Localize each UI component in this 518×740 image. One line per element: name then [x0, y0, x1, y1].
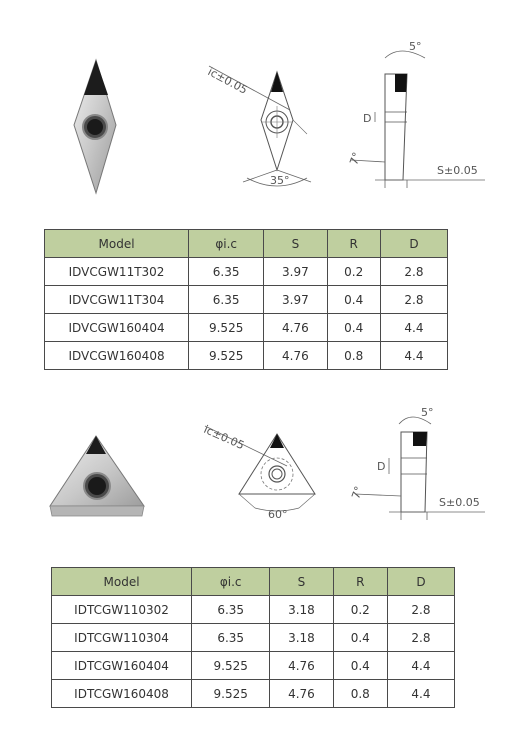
s-cell: 3.18	[269, 623, 334, 652]
ic-cell: 9.525	[188, 313, 265, 342]
ic-cell: 9.525	[191, 679, 271, 708]
model-cell: IDVCGW11T302	[43, 257, 190, 286]
vcgw-insert-photo	[60, 55, 130, 200]
tcgw-s-label: S±0.05	[439, 496, 480, 509]
vcgw-angle-label: 35°	[270, 174, 290, 187]
r-cell: 0.8	[326, 341, 381, 370]
model-cell: IDVCGW11T304	[43, 285, 190, 314]
d-cell: 2.8	[386, 623, 456, 652]
s-cell: 4.76	[263, 341, 328, 370]
table-row: IDVCGW160404 9.525 4.76 0.4 4.4	[43, 313, 449, 342]
tcgw-top-view-drawing: ic±0.05 60°	[195, 422, 325, 522]
model-cell: IDTCGW110304	[50, 623, 193, 652]
tcgw-relief-label: 7°	[349, 485, 365, 501]
tcgw-insert-photo	[44, 432, 154, 522]
model-cell: IDTCGW160404	[50, 651, 193, 680]
ic-cell: 6.35	[191, 595, 271, 624]
d-cell: 4.4	[379, 341, 449, 370]
s-cell: 4.76	[269, 679, 334, 708]
column-header-model: Model	[50, 567, 193, 596]
column-header-ic: φi.c	[188, 229, 265, 258]
ic-cell: 6.35	[188, 285, 265, 314]
column-header-s: S	[263, 229, 328, 258]
column-header-d: D	[379, 229, 449, 258]
r-cell: 0.4	[332, 651, 388, 680]
model-cell: IDTCGW160408	[50, 679, 193, 708]
d-cell: 2.8	[379, 257, 449, 286]
column-header-r: R	[332, 567, 388, 596]
r-cell: 0.2	[326, 257, 381, 286]
model-cell: IDTCGW110302	[50, 595, 193, 624]
ic-cell: 9.525	[191, 651, 271, 680]
ic-cell: 9.525	[188, 341, 265, 370]
table-row: IDVCGW160408 9.525 4.76 0.8 4.4	[43, 341, 449, 370]
r-cell: 0.4	[326, 313, 381, 342]
column-header-model: Model	[43, 229, 190, 258]
r-cell: 0.2	[332, 595, 388, 624]
ic-cell: 6.35	[188, 257, 265, 286]
tcgw-section: ic±0.05 60° 5° D 7° S±0.	[0, 390, 518, 740]
table-row: IDTCGW110302 6.35 3.18 0.2 2.8	[50, 595, 456, 624]
table-header-row: Model φi.c S R D	[43, 229, 449, 258]
vcgw-top-view-drawing: ic±0.05 35°	[195, 60, 325, 190]
r-cell: 0.8	[332, 679, 388, 708]
tcgw-d-label: D	[377, 460, 385, 473]
vcgw-spec-table: Model φi.c S R D IDVCGW11T302 6.35 3.97 …	[43, 229, 449, 370]
d-cell: 4.4	[386, 651, 456, 680]
s-cell: 3.18	[269, 595, 334, 624]
column-header-r: R	[326, 229, 381, 258]
table-row: IDVCGW11T304 6.35 3.97 0.4 2.8	[43, 285, 449, 314]
vcgw-ic-label: ic±0.05	[206, 65, 250, 97]
vcgw-side-view-drawing: 5° D 7° S±0.05	[345, 40, 490, 190]
s-cell: 4.76	[263, 313, 328, 342]
tcgw-side-view-drawing: 5° D 7° S±0.05	[345, 402, 490, 522]
table-row: IDTCGW160408 9.525 4.76 0.8 4.4	[50, 679, 456, 708]
vcgw-relief-label: 7°	[347, 151, 363, 167]
column-header-s: S	[269, 567, 334, 596]
d-cell: 4.4	[386, 679, 456, 708]
tcgw-angle-label: 60°	[268, 508, 288, 521]
model-cell: IDVCGW160404	[43, 313, 190, 342]
tcgw-spec-table: Model φi.c S R D IDTCGW110302 6.35 3.18 …	[50, 567, 456, 708]
s-cell: 3.97	[263, 285, 328, 314]
vcgw-s-label: S±0.05	[437, 164, 478, 177]
tcgw-clearance-label: 5°	[421, 406, 434, 419]
s-cell: 4.76	[269, 651, 334, 680]
table-row: IDVCGW11T302 6.35 3.97 0.2 2.8	[43, 257, 449, 286]
table-row: IDTCGW160404 9.525 4.76 0.4 4.4	[50, 651, 456, 680]
column-header-ic: φi.c	[191, 567, 271, 596]
s-cell: 3.97	[263, 257, 328, 286]
table-header-row: Model φi.c S R D	[50, 567, 456, 596]
vcgw-d-label: D	[363, 112, 371, 125]
column-header-d: D	[386, 567, 456, 596]
vcgw-clearance-label: 5°	[409, 40, 422, 53]
tcgw-ic-label: ic±0.05	[202, 423, 246, 452]
d-cell: 2.8	[386, 595, 456, 624]
vcgw-section: ic±0.05 35° 5° D 7°	[43, 40, 490, 370]
model-cell: IDVCGW160408	[43, 341, 190, 370]
d-cell: 4.4	[379, 313, 449, 342]
ic-cell: 6.35	[191, 623, 271, 652]
r-cell: 0.4	[326, 285, 381, 314]
r-cell: 0.4	[332, 623, 388, 652]
d-cell: 2.8	[379, 285, 449, 314]
table-row: IDTCGW110304 6.35 3.18 0.4 2.8	[50, 623, 456, 652]
